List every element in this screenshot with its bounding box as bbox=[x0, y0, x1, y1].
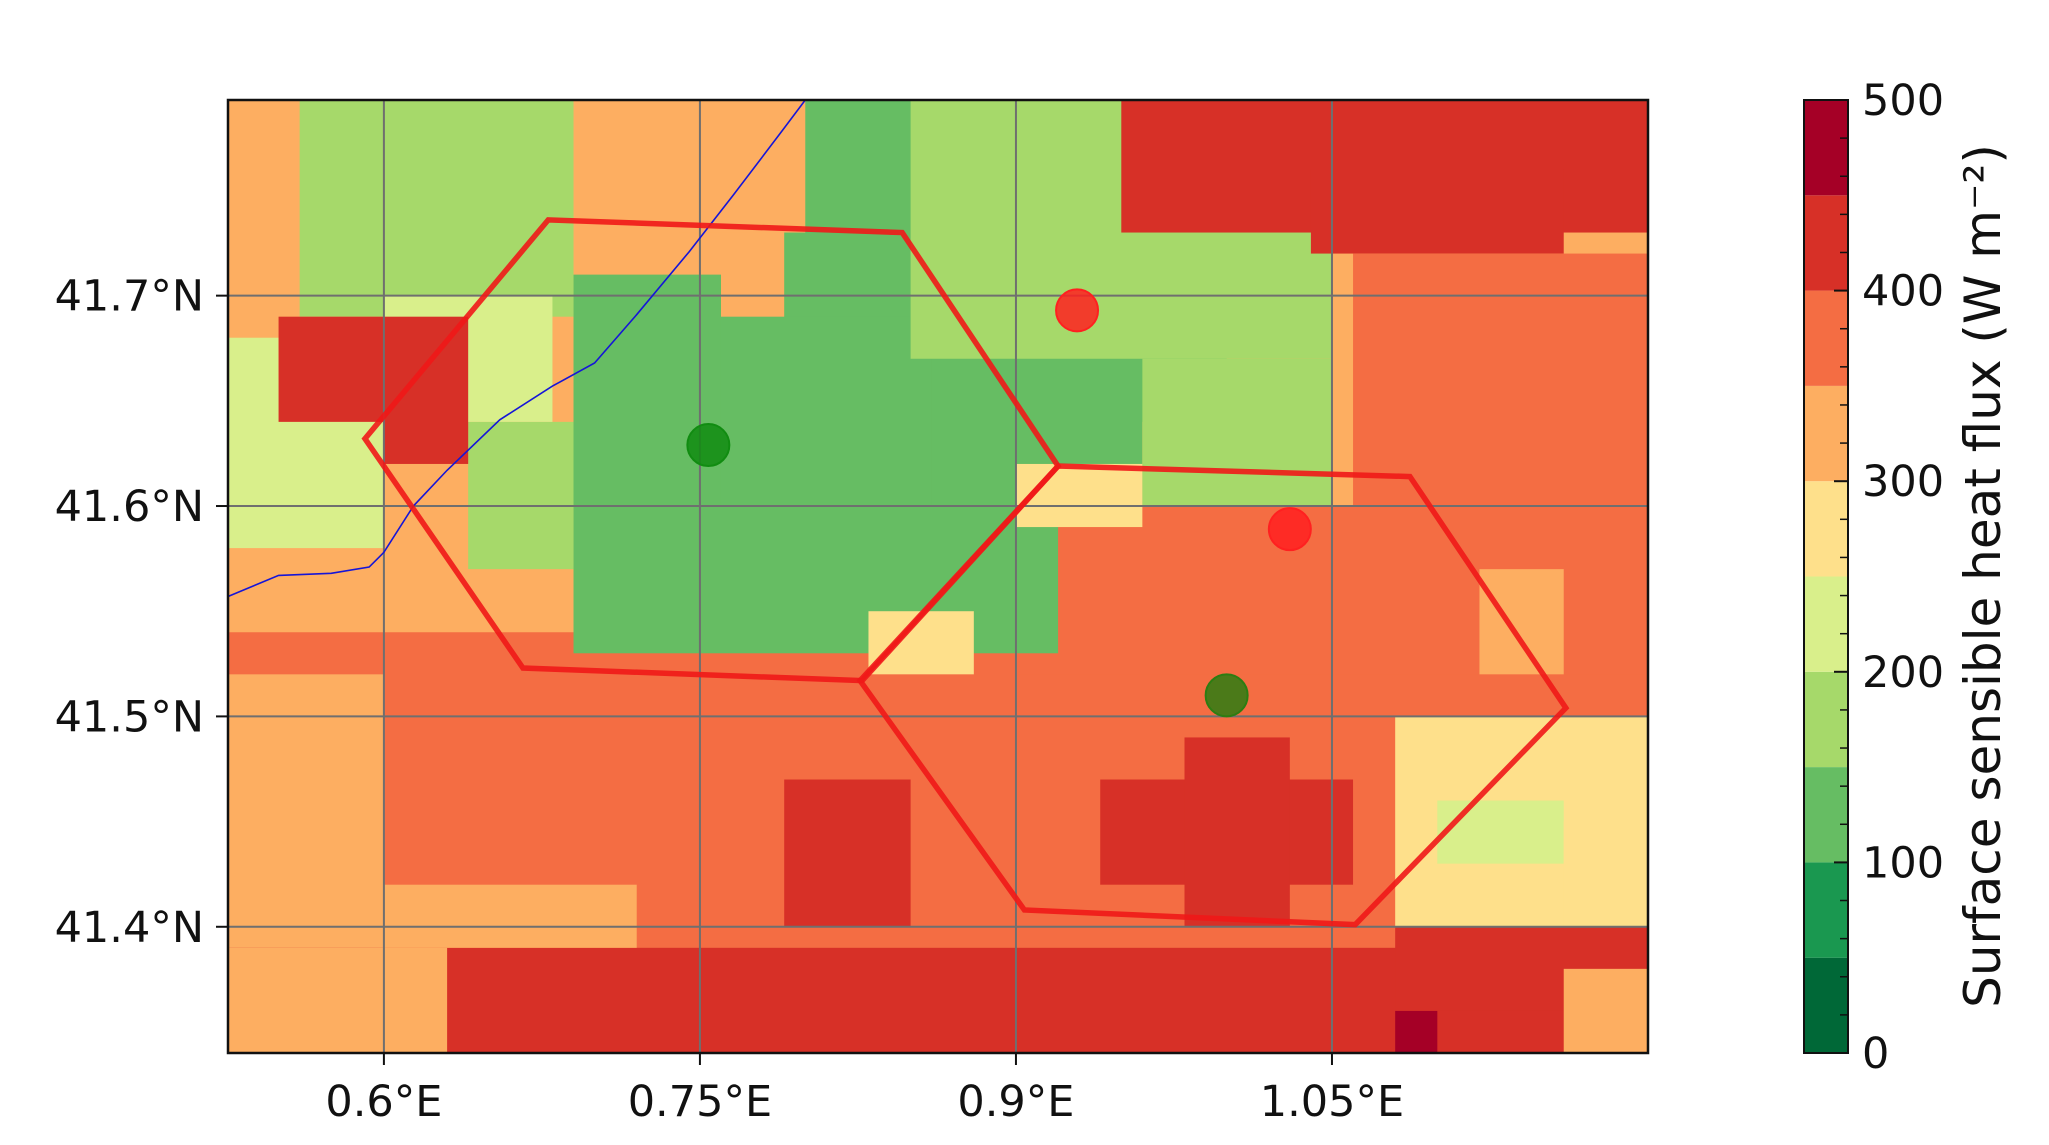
heat-cell bbox=[1353, 253, 1648, 507]
x-tick-label: 1.05°E bbox=[1260, 1077, 1404, 1127]
heat-cell bbox=[573, 274, 721, 507]
colorbar-tick-label: 200 bbox=[1862, 648, 1944, 698]
heat-cell bbox=[678, 100, 806, 233]
hexagon-outline bbox=[856, 463, 1570, 928]
x-tick-label: 0.6°E bbox=[325, 1077, 442, 1127]
heat-cell bbox=[468, 421, 574, 570]
heat-field bbox=[228, 100, 1648, 1053]
heat-cell bbox=[383, 316, 469, 464]
colorbar-segment bbox=[1804, 100, 1848, 196]
site-markers bbox=[686, 288, 1312, 718]
y-tick-label: 41.5°N bbox=[55, 692, 204, 742]
colorbar-segment bbox=[1804, 957, 1848, 1053]
site-marker bbox=[1204, 673, 1249, 718]
plot-frame bbox=[226, 98, 1650, 1055]
plot-area bbox=[228, 100, 1648, 1053]
heat-cell bbox=[1395, 1010, 1438, 1053]
site-marker bbox=[686, 423, 731, 468]
colorbar-segment bbox=[1804, 195, 1848, 291]
heat-cell bbox=[1437, 800, 1564, 864]
colorbar-segment bbox=[1804, 671, 1848, 768]
x-tick-label: 0.75°E bbox=[628, 1077, 772, 1127]
heat-cell bbox=[1142, 358, 1332, 507]
y-tick-label: 41.7°N bbox=[55, 272, 204, 322]
heat-cell bbox=[1563, 968, 1648, 1053]
heat-cell bbox=[784, 779, 911, 927]
grid-lines bbox=[228, 100, 1648, 1053]
colorbar-tick-label: 100 bbox=[1862, 838, 1944, 888]
heat-cell bbox=[1479, 569, 1564, 675]
heat-cell bbox=[1184, 737, 1290, 927]
site-marker bbox=[1267, 507, 1312, 552]
heat-cell bbox=[1015, 463, 1143, 528]
heat-cell bbox=[383, 884, 637, 948]
colorbar-tick-label: 0 bbox=[1862, 1029, 1889, 1079]
heat-cell bbox=[1310, 169, 1564, 254]
heat-cell bbox=[299, 100, 574, 317]
site-marker bbox=[1055, 288, 1100, 333]
colorbar-tick-label: 300 bbox=[1862, 457, 1944, 507]
colorbar: 0 100 200 300 400 500 bbox=[1803, 76, 1944, 1079]
heat-cell bbox=[228, 947, 448, 1053]
x-axis-ticks: 0.6°E 0.75°E 0.9°E 1.05°E bbox=[325, 1053, 1404, 1127]
hexagon-overlays bbox=[361, 217, 1570, 928]
colorbar-segment bbox=[1804, 385, 1848, 482]
y-tick-label: 41.6°N bbox=[55, 482, 204, 532]
colorbar-segment bbox=[1804, 862, 1848, 958]
colorbar-segment bbox=[1804, 290, 1848, 386]
colorbar-segment bbox=[1804, 767, 1848, 863]
colorbar-frame bbox=[1803, 99, 1849, 1054]
colorbar-segment bbox=[1804, 576, 1848, 672]
boundary-line bbox=[228, 100, 806, 598]
heat-cell bbox=[868, 611, 974, 675]
colorbar-tick-label: 500 bbox=[1862, 76, 1944, 126]
heat-cell bbox=[278, 316, 384, 422]
y-tick-label: 41.4°N bbox=[55, 903, 204, 953]
colorbar-tick-label: 400 bbox=[1862, 267, 1944, 317]
colorbar-label: Surface sensible heat flux (W m⁻²) bbox=[1954, 144, 2012, 1008]
x-tick-label: 0.9°E bbox=[957, 1077, 1074, 1127]
y-axis-ticks: 41.4°N 41.5°N 41.6°N 41.7°N bbox=[55, 272, 228, 953]
colorbar-segment bbox=[1804, 481, 1848, 577]
boundary-polyline bbox=[228, 100, 806, 598]
